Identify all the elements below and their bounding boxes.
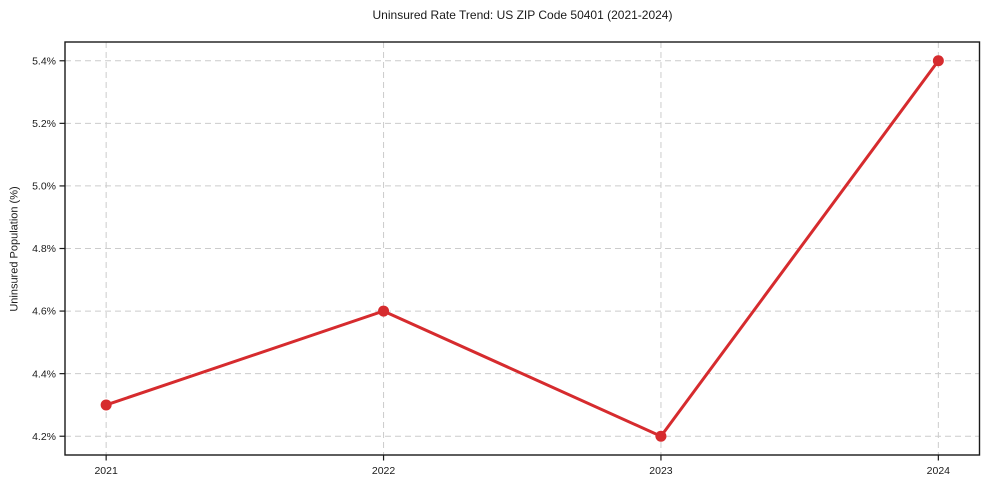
x-tick-label: 2021 (94, 465, 118, 477)
chart-title: Uninsured Rate Trend: US ZIP Code 50401 … (372, 8, 673, 22)
data-point (378, 305, 390, 317)
y-tick-label: 5.2% (32, 118, 56, 130)
data-line (104, 59, 940, 438)
x-tick-label: 2022 (372, 465, 396, 477)
y-tick-label: 4.6% (32, 306, 56, 318)
x-tick-label: 2024 (927, 465, 951, 477)
plot-frame (64, 41, 981, 456)
y-tick-label: 4.2% (32, 431, 56, 443)
y-tick-label: 5.0% (32, 181, 56, 193)
data-point (932, 55, 944, 67)
data-point (655, 430, 667, 442)
x-tick-label: 2023 (649, 465, 673, 477)
y-tick-label: 5.4% (32, 55, 56, 67)
data-point (100, 399, 112, 411)
y-tick-label: 4.8% (32, 243, 56, 255)
y-tick-label: 4.4% (32, 368, 56, 380)
